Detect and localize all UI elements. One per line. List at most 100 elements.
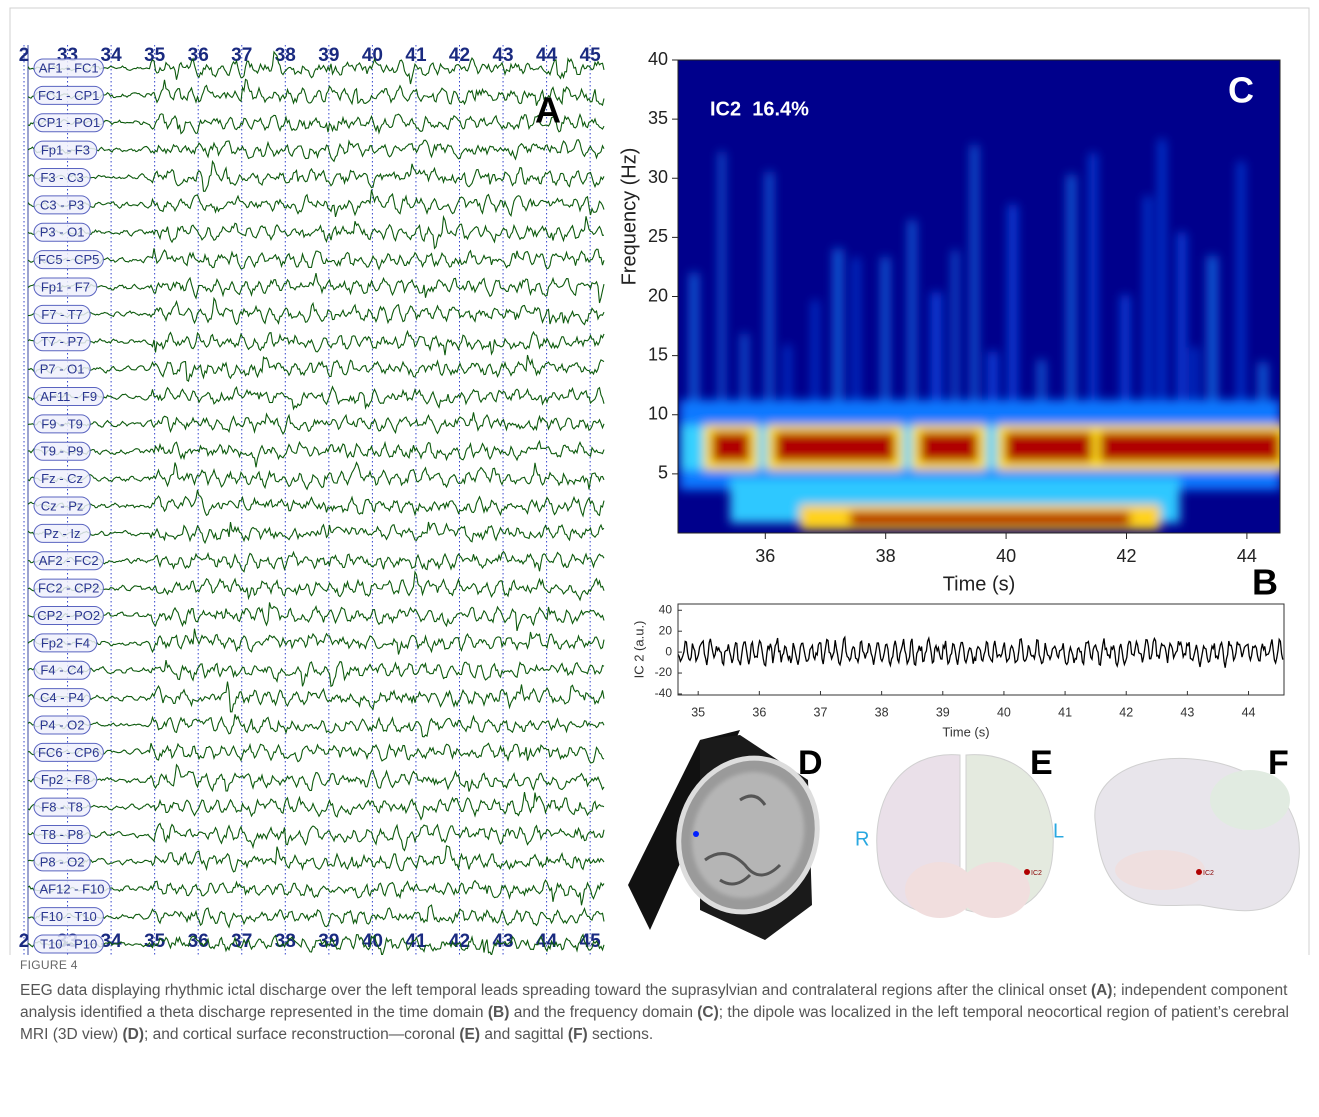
time-tick-label: 45: [580, 45, 602, 66]
eeg-trace: [28, 139, 605, 163]
marker-label: IC2: [1203, 870, 1214, 877]
channel-label: Fp2 - F4: [41, 635, 90, 650]
ic2-dot: [1024, 869, 1030, 875]
annotation: IC2 16.4%: [710, 98, 809, 120]
panel-letter: A: [535, 90, 561, 131]
eeg-trace: [28, 189, 605, 218]
y-tick-label: 30: [648, 167, 668, 187]
spectral-streak: [1144, 196, 1151, 420]
eeg-trace: [28, 521, 605, 545]
spectral-streak: [971, 145, 978, 420]
eeg-trace: [28, 50, 605, 85]
caption-text: ; independent component analysis identif…: [20, 982, 1288, 1021]
channel-label: T10 - P10: [40, 936, 97, 951]
channel-label-box: [33, 113, 104, 133]
panel-letter: F: [1268, 744, 1289, 782]
channel-label: F3 - C3: [40, 170, 83, 185]
panel-d-image: [628, 730, 820, 940]
y-axis-title: Frequency (Hz): [618, 148, 640, 286]
spectral-streak: [881, 257, 890, 420]
mri-sulci: [704, 794, 782, 886]
caption-text: EEG data displaying rhythmic ictal disch…: [20, 982, 1091, 999]
eeg-trace: [28, 272, 605, 304]
eeg-trace: [28, 159, 605, 192]
channel-label-box: [33, 496, 91, 516]
eeg-trace: [28, 329, 605, 356]
x-axis-title: Time (s): [943, 573, 1016, 595]
ic-trace: [677, 635, 1284, 668]
channel-label-box: [33, 250, 104, 270]
time-tick-label: 2: [19, 45, 30, 66]
spectral-band: [850, 512, 1130, 526]
channel-label: FC2 - CP2: [38, 581, 99, 596]
panel-ref: (E): [459, 1026, 481, 1043]
x-tick-label: 43: [1180, 705, 1194, 719]
brain-lobe: [1210, 770, 1290, 830]
x-tick-label: 35: [691, 705, 705, 719]
eeg-trace: [28, 385, 605, 411]
channel-label-box: [33, 441, 91, 461]
x-tick-label: 39: [936, 705, 950, 719]
eeg-trace: [28, 659, 605, 688]
time-tick-label: 42: [449, 45, 470, 66]
channel-label-box: [33, 770, 98, 790]
eeg-trace: [28, 742, 605, 764]
x-tick-label: 42: [1119, 705, 1133, 719]
eeg-trace: [28, 78, 605, 107]
channel-label: AF12 - F10: [39, 882, 104, 897]
channel-label: P4 - O2: [40, 717, 85, 732]
channel-label: Pz - Iz: [44, 526, 81, 541]
channel-label-box: [33, 523, 91, 543]
x-tick-label: 40: [997, 705, 1011, 719]
dipole: [693, 831, 699, 837]
spectral-streak: [1089, 153, 1097, 421]
channel-label-box: [33, 742, 104, 762]
y-tick-label: 25: [648, 226, 668, 246]
side-label: R: [855, 828, 869, 850]
spectral-streak: [1037, 359, 1046, 420]
brain-lobe: [1115, 850, 1205, 890]
eeg-trace: [28, 570, 605, 602]
channel-label: Fp1 - F3: [41, 143, 90, 158]
brain-lobe: [905, 862, 975, 918]
eeg-trace: [28, 412, 605, 436]
channel-label: P7 - O1: [40, 362, 85, 377]
x-axis-title: Time (s): [942, 724, 989, 739]
eeg-trace: [28, 681, 605, 713]
y-tick-label: 35: [648, 108, 668, 128]
spectral-streak: [741, 333, 748, 420]
x-tick-label: 36: [752, 705, 766, 719]
channel-label-box: [33, 359, 91, 379]
spectral-streak: [931, 292, 942, 420]
eeg-trace: [28, 933, 605, 955]
channel-label-box: [33, 578, 104, 598]
time-tick-label: 40: [362, 45, 383, 66]
channel-label-box: [33, 168, 91, 187]
channel-label-box: [33, 469, 91, 489]
eeg-trace: [28, 550, 605, 573]
channel-label: FC6 - CP6: [38, 745, 99, 760]
channel-label: F10 - T10: [41, 909, 97, 924]
figure-frame: [9, 7, 1310, 955]
spectral-streak: [1067, 174, 1076, 420]
spectral-streak: [1191, 347, 1198, 420]
eeg-trace: [28, 461, 605, 491]
eeg-trace: [28, 439, 605, 468]
panel-ref: (C): [697, 1004, 719, 1021]
marker-label: IC2: [1031, 870, 1042, 877]
time-tick-label: 41: [405, 931, 427, 952]
eeg-trace: [28, 904, 605, 929]
figure: 2233333434353536363737383839394040414142…: [9, 7, 1310, 955]
spectral-streak: [1258, 362, 1268, 420]
x-tick-label: 38: [875, 705, 889, 719]
caption-label: FIGURE 4: [20, 958, 78, 972]
spectral-streak: [1207, 255, 1218, 420]
time-tick-label: 41: [405, 45, 427, 66]
eeg-trace: [28, 822, 605, 852]
channel-label-box: [33, 879, 111, 899]
channel-label: Fz - Cz: [41, 471, 83, 486]
panel-ref: (D): [122, 1026, 145, 1043]
panel-letter: D: [798, 744, 823, 782]
time-tick-label: 39: [318, 45, 339, 66]
